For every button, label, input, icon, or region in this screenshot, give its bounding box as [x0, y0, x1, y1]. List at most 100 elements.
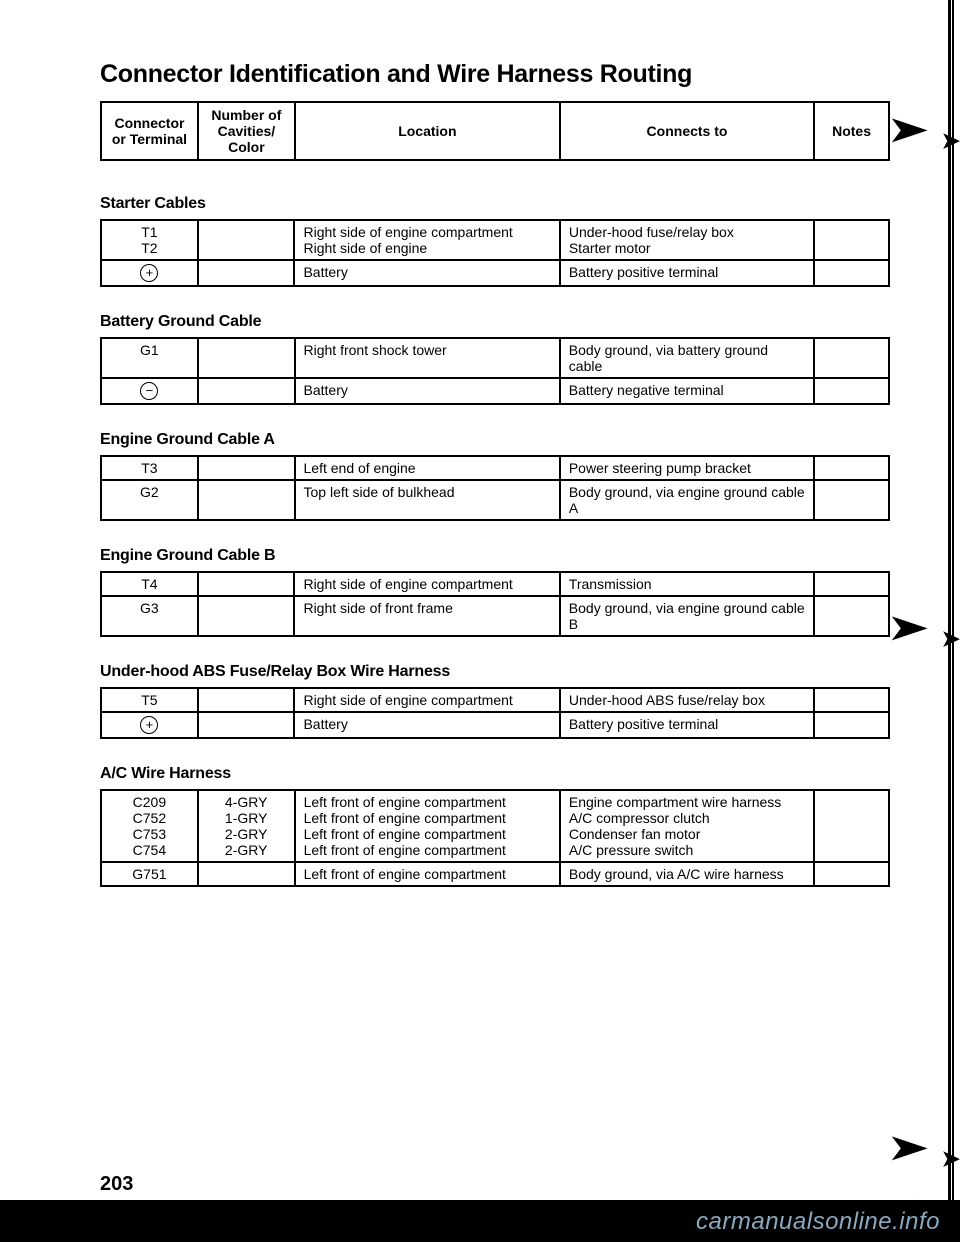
cell-notes	[814, 338, 889, 378]
cell-cavities	[198, 338, 295, 378]
cell-notes	[814, 220, 889, 260]
cell-connector: T3	[101, 456, 198, 480]
section-heading: Battery Ground Cable	[100, 313, 890, 331]
cell-cavities	[198, 220, 295, 260]
page-number: 203	[100, 1173, 133, 1196]
section-table: T5 Right side of engine compartmentUnder-…	[100, 687, 890, 739]
cell-connects-to: Transmission	[560, 572, 814, 596]
cell-connects-to: Body ground, via A/C wire harness	[560, 862, 814, 886]
table-row: T3 Left end of enginePower steering pump …	[101, 456, 889, 480]
table-row: T4 Right side of engine compartmentTransm…	[101, 572, 889, 596]
cell-location: Battery	[295, 378, 560, 404]
cell-notes	[814, 790, 889, 862]
table-row: + BatteryBattery positive terminal	[101, 712, 889, 738]
section-heading: Engine Ground Cable B	[100, 547, 890, 565]
cell-notes	[814, 712, 889, 738]
polarity-icon: +	[140, 716, 158, 734]
table-row: G3 Right side of front frameBody ground, …	[101, 596, 889, 636]
cell-notes	[814, 456, 889, 480]
cell-location: Left front of engine compartmentLeft fro…	[295, 790, 560, 862]
cell-connector: T1T2	[101, 220, 198, 260]
cell-connects-to: Body ground, via engine ground cable B	[560, 596, 814, 636]
cell-connector: T4	[101, 572, 198, 596]
cell-location: Right side of engine compartmentRight si…	[294, 220, 559, 260]
cell-connects-to: Under-hood ABS fuse/relay box	[560, 688, 814, 712]
cell-location: Battery	[294, 712, 559, 738]
cell-cavities	[198, 596, 295, 636]
col-location: Location	[295, 102, 560, 160]
binder-edge	[948, 0, 954, 1200]
header-table: Connector or Terminal Number of Cavities…	[100, 101, 890, 161]
section-table: T4 Right side of engine compartmentTransm…	[100, 571, 890, 637]
cell-location: Right front shock tower	[295, 338, 560, 378]
cell-cavities	[198, 572, 295, 596]
tick-mark: ➤	[942, 626, 960, 652]
pointer-icon: ➤	[888, 1128, 928, 1168]
cell-cavities	[198, 378, 295, 404]
cell-location: Left end of engine	[295, 456, 560, 480]
col-connector: Connector or Terminal	[101, 102, 198, 160]
cell-notes	[814, 862, 889, 886]
col-connects: Connects to	[560, 102, 814, 160]
cell-location: Right side of engine compartment	[294, 572, 559, 596]
cell-notes	[814, 596, 889, 636]
page-title: Connector Identification and Wire Harnes…	[100, 60, 890, 89]
table-row: + BatteryBattery positive terminal	[101, 260, 889, 286]
cell-connects-to: Under-hood fuse/relay boxStarter motor	[560, 220, 814, 260]
col-cavities: Number of Cavities/ Color	[198, 102, 295, 160]
polarity-icon: −	[140, 382, 158, 400]
cell-connector: G3	[101, 596, 198, 636]
cell-connector: T5	[101, 688, 198, 712]
cell-cavities: 4-GRY1-GRY2-GRY2-GRY	[198, 790, 295, 862]
cell-location: Right side of engine compartment	[294, 688, 559, 712]
section-table: T3 Left end of enginePower steering pump …	[100, 455, 890, 521]
cell-connector: G2	[101, 480, 198, 520]
cell-connects-to: Battery positive terminal	[560, 260, 814, 286]
cell-cavities	[198, 456, 295, 480]
bottom-strip: carmanualsonline.info	[0, 1200, 960, 1242]
polarity-icon: +	[140, 264, 158, 282]
cell-notes	[814, 572, 889, 596]
cell-connects-to: Engine compartment wire harnessA/C compr…	[560, 790, 814, 862]
watermark: carmanualsonline.info	[696, 1208, 940, 1236]
cell-location: Battery	[294, 260, 559, 286]
section-table: C209C752C753C7544-GRY1-GRY2-GRY2-GRYLeft…	[100, 789, 890, 887]
pointer-icon: ➤	[888, 608, 928, 648]
cell-connector: +	[101, 260, 198, 286]
cell-connector: +	[101, 712, 198, 738]
cell-notes	[814, 378, 889, 404]
cell-cavities	[198, 688, 295, 712]
table-row: T5 Right side of engine compartmentUnder-…	[101, 688, 889, 712]
cell-connects-to: Power steering pump bracket	[560, 456, 814, 480]
section-heading: Starter Cables	[100, 195, 890, 213]
cell-connector: −	[101, 378, 198, 404]
section-heading: Engine Ground Cable A	[100, 431, 890, 449]
tick-mark: ➤	[942, 128, 960, 154]
cell-connects-to: Battery positive terminal	[560, 712, 814, 738]
cell-connects-to: Body ground, via battery ground cable	[560, 338, 814, 378]
cell-cavities	[198, 260, 295, 286]
col-notes: Notes	[814, 102, 889, 160]
cell-connects-to: Body ground, via engine ground cable A	[560, 480, 814, 520]
section-table: T1T2 Right side of engine compartmentRigh…	[100, 219, 890, 287]
table-row: G751Left front of engine compartmentBody…	[101, 862, 889, 886]
cell-notes	[814, 480, 889, 520]
cell-cavities	[198, 712, 295, 738]
section-table: G1Right front shock towerBody ground, vi…	[100, 337, 890, 405]
cell-notes	[814, 260, 889, 286]
table-row: G2 Top left side of bulkheadBody ground, …	[101, 480, 889, 520]
table-row: G1Right front shock towerBody ground, vi…	[101, 338, 889, 378]
section-heading: Under-hood ABS Fuse/Relay Box Wire Harne…	[100, 663, 890, 681]
table-row: − BatteryBattery negative terminal	[101, 378, 889, 404]
cell-notes	[814, 688, 889, 712]
table-row: C209C752C753C7544-GRY1-GRY2-GRY2-GRYLeft…	[101, 790, 889, 862]
tick-mark: ➤	[942, 1146, 960, 1172]
cell-location: Left front of engine compartment	[295, 862, 560, 886]
section-heading: A/C Wire Harness	[100, 765, 890, 783]
pointer-icon: ➤	[888, 110, 928, 150]
cell-connector: C209C752C753C754	[101, 790, 198, 862]
cell-location: Right side of front frame	[294, 596, 559, 636]
cell-connects-to: Battery negative terminal	[560, 378, 814, 404]
cell-location: Top left side of bulkhead	[295, 480, 560, 520]
cell-cavities	[198, 480, 295, 520]
